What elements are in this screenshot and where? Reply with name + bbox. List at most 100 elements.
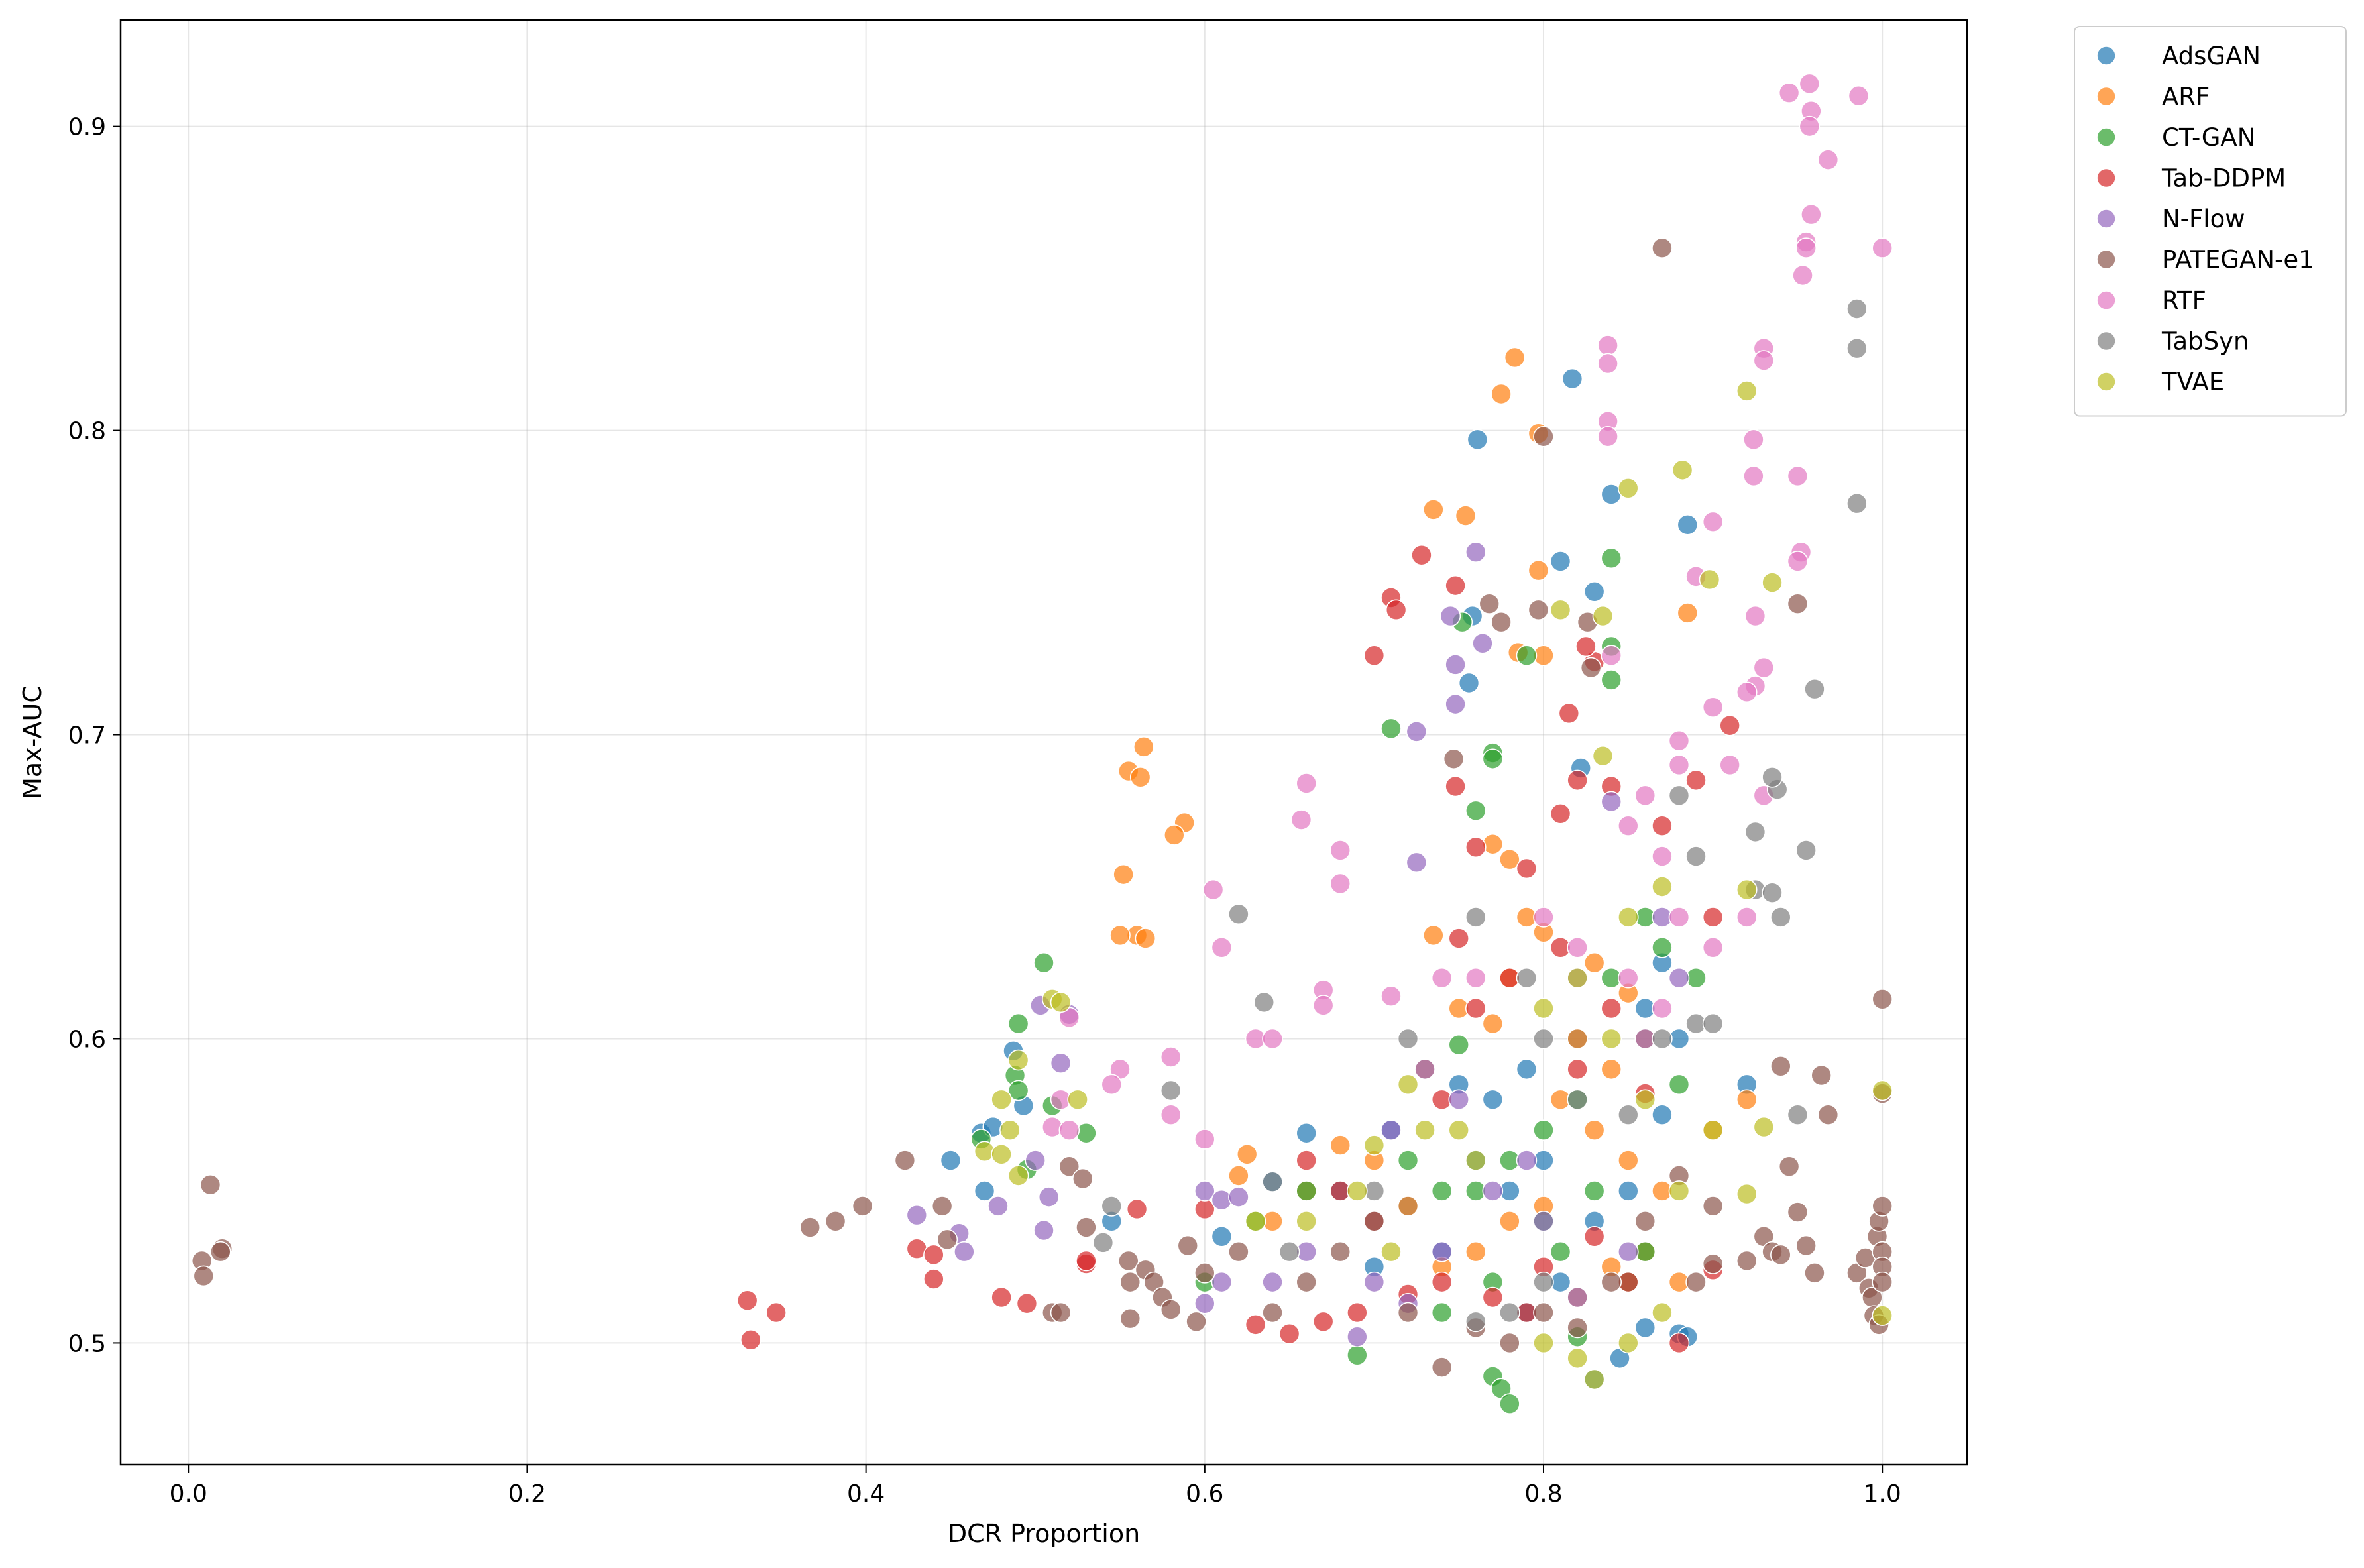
data-point <box>1329 1241 1351 1262</box>
data-point <box>193 1265 215 1287</box>
data-point <box>1618 477 1639 499</box>
data-point <box>1033 1219 1054 1241</box>
data-point <box>1533 1028 1554 1050</box>
data-point <box>1549 599 1571 621</box>
data-point <box>1567 1317 1588 1339</box>
data-point <box>1076 1250 1097 1272</box>
series-ct-gan <box>970 547 1707 1415</box>
data-point <box>1567 769 1588 791</box>
data-point <box>1567 1089 1588 1111</box>
data-point <box>1397 1074 1419 1095</box>
data-point <box>1685 846 1707 867</box>
data-point <box>1762 766 1783 788</box>
data-point <box>1431 1302 1453 1323</box>
data-point <box>1618 1180 1639 1202</box>
data-point <box>1482 1013 1504 1035</box>
data-point <box>1245 1314 1266 1335</box>
data-point <box>1634 785 1656 807</box>
data-point <box>1652 1104 1673 1126</box>
data-point <box>1101 1196 1123 1217</box>
data-point <box>1872 1196 1893 1217</box>
data-point <box>1455 505 1477 526</box>
legend-label: CT-GAN <box>2162 123 2255 152</box>
data-point <box>1160 1299 1182 1320</box>
data-point <box>1778 82 1800 103</box>
data-point <box>1549 1241 1571 1262</box>
data-point <box>1445 575 1466 596</box>
data-point <box>1575 636 1597 657</box>
data-point <box>852 1196 873 1217</box>
data-point <box>1736 380 1758 402</box>
data-point <box>1583 1225 1605 1247</box>
data-point <box>1762 572 1783 593</box>
data-point <box>1194 1262 1215 1284</box>
data-point <box>1296 1180 1317 1202</box>
data-point <box>1465 1241 1487 1262</box>
data-point <box>1685 769 1707 791</box>
legend-marker <box>2096 249 2116 270</box>
data-point <box>1592 745 1614 767</box>
data-point <box>1668 1332 1690 1354</box>
data-point <box>1634 1089 1656 1111</box>
data-point <box>1262 1171 1283 1192</box>
data-point <box>1329 873 1351 895</box>
data-point <box>1290 809 1312 830</box>
data-point <box>1567 967 1588 989</box>
data-point <box>1652 876 1673 897</box>
data-point <box>1067 1089 1088 1111</box>
data-point <box>1296 773 1317 794</box>
data-point <box>1753 1116 1775 1138</box>
x-tick-label: 0.0 <box>170 1481 207 1508</box>
data-point <box>1567 1286 1588 1308</box>
data-point <box>1702 1119 1724 1141</box>
data-point <box>1262 1028 1283 1050</box>
x-tick-label: 1.0 <box>1864 1481 1901 1508</box>
data-point <box>1363 1271 1385 1293</box>
series-tab-ddpm <box>736 544 1740 1354</box>
data-point <box>799 1217 821 1238</box>
data-point <box>1025 1150 1046 1171</box>
data-point <box>1702 1253 1724 1274</box>
data-point <box>1472 633 1493 654</box>
data-point <box>1482 748 1504 770</box>
data-point <box>1846 298 1868 319</box>
data-point <box>1778 1156 1800 1178</box>
data-point <box>1448 1034 1470 1056</box>
data-point <box>1135 928 1156 949</box>
data-point <box>1618 1104 1639 1126</box>
data-point <box>1787 551 1809 572</box>
data-point <box>1397 1196 1419 1217</box>
data-point <box>1160 1104 1182 1126</box>
data-point <box>1702 1013 1724 1035</box>
data-point <box>1431 1180 1453 1202</box>
data-point <box>1558 702 1580 724</box>
data-point <box>1414 1058 1435 1080</box>
data-point <box>1414 1119 1435 1141</box>
data-point <box>1677 514 1699 535</box>
data-point <box>1516 1150 1538 1171</box>
data-point <box>1817 1104 1839 1126</box>
data-point <box>1160 1046 1182 1068</box>
data-point <box>1744 821 1766 843</box>
data-point <box>1787 1202 1809 1223</box>
legend-label: PATEGAN-e1 <box>2162 246 2314 274</box>
data-point <box>1618 815 1639 837</box>
data-point <box>1677 602 1699 624</box>
data-point <box>1211 1225 1233 1247</box>
data-point <box>1347 1344 1368 1366</box>
data-point <box>1634 1211 1656 1232</box>
data-point <box>1397 1028 1419 1050</box>
data-point <box>1228 1165 1249 1186</box>
data-point <box>1058 1156 1080 1178</box>
legend-marker <box>2096 168 2116 188</box>
data-point <box>740 1329 761 1351</box>
data-point <box>1567 1347 1588 1369</box>
legend-label: AdsGAN <box>2162 42 2261 70</box>
data-point <box>1092 1232 1114 1253</box>
data-point <box>1533 907 1554 928</box>
data-point <box>1567 936 1588 958</box>
data-point <box>1347 1326 1368 1348</box>
data-point <box>1652 1302 1673 1323</box>
data-point <box>1482 1286 1504 1308</box>
